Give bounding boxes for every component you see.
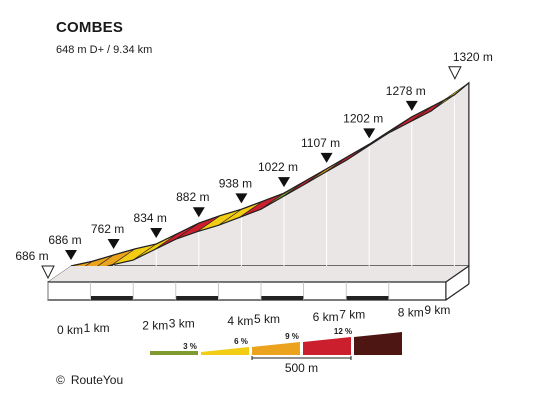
profile-front-edge — [47, 98, 447, 283]
km-scale-bar — [90, 296, 134, 300]
elevation-marker-label: 882 m — [176, 190, 209, 204]
km-tick-label: 1 km — [84, 321, 110, 335]
elevation-marker-icon — [65, 250, 77, 260]
elevation-marker-label: 1107 m — [301, 136, 340, 150]
elevation-marker-icon — [107, 239, 120, 250]
start-elevation-label: 686 m — [15, 249, 48, 263]
profile-back-edge — [70, 82, 470, 267]
elevation-marker-icon — [192, 207, 205, 218]
elevation-marker-icon — [235, 193, 248, 204]
profile-body — [70, 81, 470, 267]
elevation-marker-icon — [320, 152, 333, 163]
km-tick-labels: 0 km 1 km 2 km 3 km 4 km 5 km 6 km 7 km 8 km 9 km — [57, 303, 450, 337]
gradient-legend: 3 % 6 % 9 % 12 % 500 m — [150, 327, 402, 375]
elevation-marker-icon — [363, 128, 376, 139]
legend-label: 9 % — [285, 332, 299, 341]
km-tick-label: 5 km — [254, 312, 280, 326]
km-tick-label: 9 km — [424, 303, 450, 317]
elevation-marker-label: 762 m — [91, 222, 124, 236]
km-scale-bar — [346, 296, 389, 300]
legend-label: 12 % — [334, 327, 352, 336]
base-top — [48, 266, 469, 282]
profile-base-strip — [47, 265, 470, 301]
legend-swatch — [252, 342, 300, 355]
legend-swatch — [354, 332, 402, 355]
km-tick-label: 6 km — [313, 310, 339, 324]
elevation-marker-label: 1278 m — [386, 84, 426, 98]
elevation-marker-icon — [405, 100, 418, 111]
legend-swatch — [150, 351, 198, 355]
finish-flag-icon — [448, 66, 462, 80]
credit: © RouteYou — [56, 373, 123, 387]
km-tick-label: 7 km — [339, 308, 365, 322]
base-right-edge — [445, 283, 470, 301]
legend-label: 6 % — [234, 337, 248, 346]
scale-label: 500 m — [285, 361, 318, 375]
km-tick-label: 3 km — [169, 316, 195, 330]
finish-elevation-label: 1320 m — [453, 50, 493, 64]
copyright-icon: © — [56, 373, 65, 387]
brand-label: RouteYou — [70, 373, 124, 387]
chart-title: COMBES — [56, 19, 124, 36]
km-tick-label: 0 km — [57, 323, 83, 337]
start-flag-icon — [41, 265, 55, 280]
chart-subtitle: 648 m D+ / 9.34 km — [56, 44, 153, 56]
elevation-marker-label: 834 m — [134, 211, 167, 225]
elevation-marker-label: 938 m — [219, 176, 252, 190]
km-tick-label: 8 km — [398, 305, 424, 319]
km-scale-bar — [261, 296, 304, 300]
km-tick-label: 2 km — [142, 319, 168, 333]
legend-label: 3 % — [183, 342, 197, 351]
base-right-edge — [445, 265, 470, 283]
elevation-marker-icon — [278, 177, 290, 188]
km-scale-bar — [175, 296, 219, 300]
km-tick-label: 4 km — [227, 314, 253, 328]
elevation-marker-label: 686 m — [48, 233, 81, 247]
legend-swatch — [303, 337, 351, 355]
elevation-marker-label: 1022 m — [258, 160, 298, 174]
elevation-marker-icon — [150, 228, 163, 239]
legend-swatch — [201, 347, 249, 355]
profile-side-face — [70, 81, 470, 267]
elevation-marker-label: 1202 m — [343, 111, 383, 125]
